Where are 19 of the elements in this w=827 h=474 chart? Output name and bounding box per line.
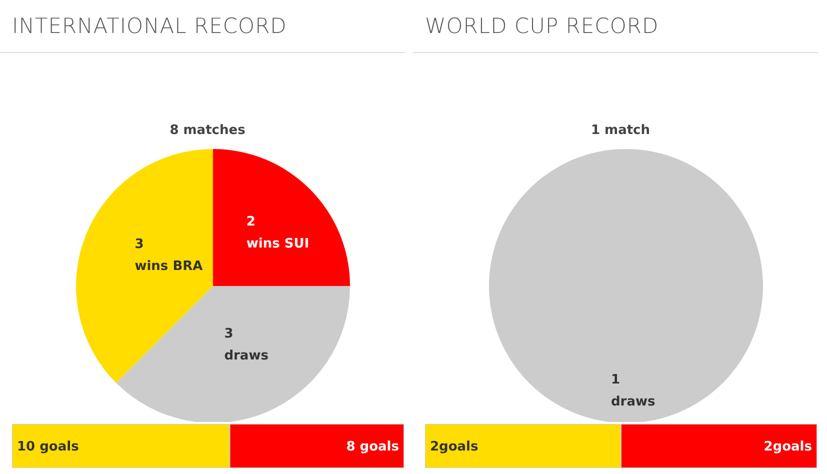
slice-label: wins SUI — [246, 236, 310, 252]
data-label: 2goals — [430, 440, 479, 455]
slice-label: wins BRA — [134, 258, 203, 274]
slice-label: draws — [611, 394, 656, 410]
data-label: 10 goals — [17, 440, 80, 455]
data-label: 8 goals — [346, 440, 400, 455]
data-label: 2goals — [764, 440, 812, 455]
pie-slice — [116, 286, 350, 422]
data-label: 3 — [134, 236, 144, 252]
data-label: 1 — [611, 372, 620, 388]
chart-subtitle: 8 matches — [168, 123, 246, 138]
data-label: 2 — [246, 214, 256, 230]
data-label: 3 — [224, 326, 234, 342]
slice-label: draws — [224, 348, 269, 364]
chart-title: INTERNATIONAL RECORD — [12, 14, 287, 38]
chart-title: WORLD CUP RECORD — [425, 14, 659, 38]
pie-slice — [76, 149, 213, 383]
pie-slice — [213, 149, 350, 286]
chart-subtitle: 1 match — [590, 123, 652, 138]
